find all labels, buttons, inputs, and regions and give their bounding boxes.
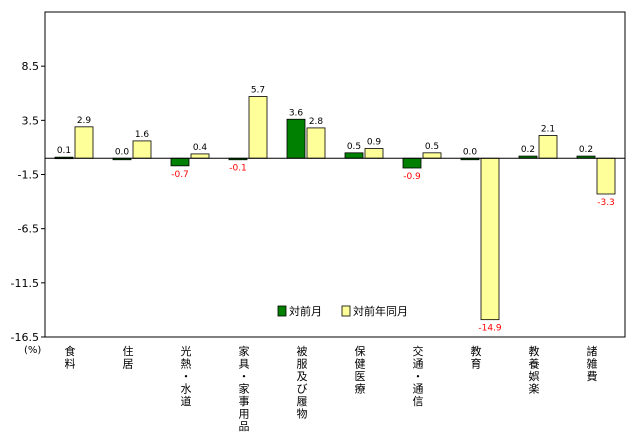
category-label-char: 交 — [413, 344, 424, 358]
category-label-char: 費 — [587, 369, 598, 383]
plot-frame — [44, 11, 626, 338]
category-label-char: 家 — [239, 344, 250, 358]
value-label-yoy: 2.1 — [541, 125, 555, 135]
bar-mom — [286, 118, 306, 159]
y-tick-label: -11.5 — [11, 277, 39, 290]
bar-yoy — [74, 126, 94, 159]
bar-mom — [344, 152, 364, 159]
legend-swatch-yoy — [341, 305, 351, 317]
category-label-char: 熱 — [181, 358, 192, 371]
category-label-char: 娯 — [529, 369, 540, 383]
value-label-yoy: 0.5 — [425, 142, 439, 152]
category-label-char: 育 — [471, 357, 482, 371]
category-label-char: 信 — [413, 395, 424, 408]
value-label-mom: -0.9 — [403, 172, 421, 182]
value-label-mom: 3.6 — [289, 108, 304, 118]
value-label-mom: 0.2 — [579, 145, 593, 155]
category-label-char: 道 — [181, 394, 192, 408]
category-label-char: 品 — [239, 420, 250, 433]
legend-label-yoy: 対前年同月 — [353, 304, 408, 318]
bar-yoy — [596, 157, 616, 195]
value-label-mom: -0.1 — [229, 163, 247, 173]
category-label-char: 居 — [123, 358, 134, 371]
category-label-char: 履 — [297, 395, 308, 408]
category-label-char: 教 — [529, 345, 540, 358]
value-label-mom: 0.2 — [521, 145, 535, 155]
category-label-char: 被 — [297, 345, 308, 358]
bar-yoy — [248, 96, 268, 159]
category-label-char: 光 — [181, 344, 192, 358]
category-label-char: ・ — [413, 370, 424, 383]
y-tick-label: 8.5 — [22, 60, 40, 73]
category-label-char: ・ — [181, 370, 192, 383]
legend-swatch-mom — [277, 305, 287, 317]
category-label-char: 水 — [181, 383, 192, 396]
category-label-char: 雑 — [587, 357, 598, 371]
category-label-char: 及 — [297, 370, 308, 383]
y-tick-label: -6.5 — [18, 223, 39, 236]
category-label-char: 諸 — [587, 344, 598, 358]
bar-yoy — [306, 127, 326, 159]
category-label-char: ・ — [239, 370, 250, 383]
category-label-char: 保 — [355, 344, 366, 358]
value-label-yoy: -14.9 — [478, 324, 502, 334]
value-label-yoy: 2.8 — [309, 117, 324, 127]
legend: 対前月 対前年同月 — [277, 304, 408, 318]
unit-label: (%) — [24, 345, 41, 356]
category-label-char: 用 — [239, 408, 250, 421]
category-label-char: 料 — [65, 357, 76, 371]
bar-yoy — [538, 135, 558, 159]
value-label-mom: 0.1 — [57, 146, 71, 156]
bar-yoy — [190, 153, 210, 159]
value-label-yoy: 5.7 — [251, 86, 265, 96]
category-label-char: 楽 — [529, 383, 540, 396]
value-label-yoy: 0.9 — [367, 138, 382, 148]
bars — [54, 96, 616, 321]
value-label-mom: 0.0 — [463, 147, 478, 157]
category-label-char: 具 — [239, 358, 250, 371]
bar-mom — [170, 157, 190, 167]
category-label-char: 健 — [355, 358, 366, 371]
y-tick-label: -16.5 — [11, 331, 39, 344]
category-label-char: び — [297, 383, 308, 396]
category-label-char: 物 — [297, 407, 308, 421]
category-label-char: 通 — [413, 358, 424, 371]
category-label-char: 養 — [529, 357, 540, 371]
category-label-char: 食 — [65, 344, 76, 358]
category-label-char: 服 — [297, 358, 308, 371]
category-label-char: 通 — [413, 383, 424, 396]
value-label-mom: 0.0 — [115, 147, 130, 157]
value-label-yoy: -3.3 — [597, 198, 615, 208]
bar-yoy — [132, 140, 152, 159]
value-label-yoy: 0.4 — [193, 143, 208, 153]
category-label-char: 教 — [471, 345, 482, 358]
category-label-char: 医 — [355, 370, 366, 383]
category-label-char: 住 — [123, 344, 134, 358]
bar-yoy — [480, 157, 500, 321]
y-tick-label: -1.5 — [18, 169, 39, 182]
category-label-char: 療 — [355, 382, 366, 396]
category-label-char: 家 — [239, 382, 250, 396]
value-label-mom: 0.5 — [347, 142, 361, 152]
legend-label-mom: 対前月 — [289, 304, 322, 318]
y-axis: 8.5 3.5 -1.5 -6.5 -11.5 -16.5 — [11, 60, 45, 344]
bar-yoy — [364, 148, 384, 159]
bar-yoy — [422, 152, 442, 159]
category-label-char: 事 — [239, 395, 250, 408]
value-labels: 0.1 2.9 0.0 1.6 -0.7 0.4 -0.1 5.7 3.6 2.8 0.5 0.9 -0… — [57, 86, 615, 334]
value-label-mom: -0.7 — [171, 170, 189, 180]
value-label-yoy: 1.6 — [135, 130, 150, 140]
bar-mom — [402, 157, 422, 169]
y-tick-label: 3.5 — [22, 114, 40, 127]
value-label-yoy: 2.9 — [77, 116, 92, 126]
